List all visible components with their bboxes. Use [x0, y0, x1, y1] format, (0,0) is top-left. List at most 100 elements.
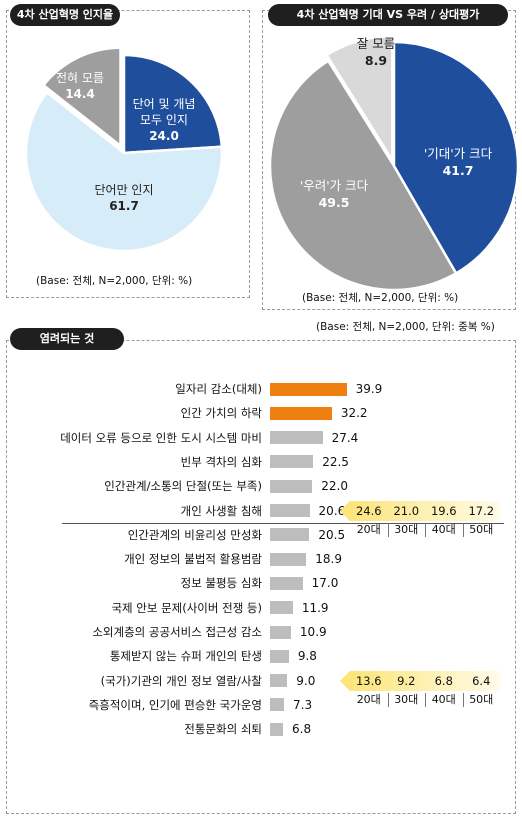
bar-category-label: 인간 가치의 하락 — [180, 406, 262, 421]
bar-mark — [270, 479, 313, 493]
pie1-slice-value-1: 24.0 — [149, 129, 179, 143]
age-breakdown-value: 21.0 — [393, 503, 420, 518]
pie1-slice-label-2: 단어만 인지 — [94, 183, 153, 197]
pie2-slice-value-3: 8.9 — [365, 53, 387, 68]
age-group-label: 50대 — [469, 692, 494, 706]
expectation-base-note: (Base: 전체, N=2,000, 단위: %) — [302, 292, 459, 304]
bar-category-label: 개인 정보의 불법적 활용범람 — [124, 552, 262, 567]
bar-value-label: 22.0 — [321, 479, 348, 494]
pie1-slice-value-2: 61.7 — [109, 199, 139, 213]
bar-value-label: 7.3 — [293, 697, 313, 712]
awareness-panel — [6, 10, 250, 298]
awareness-base-note: (Base: 전체, N=2,000, 단위: %) — [36, 275, 193, 287]
bar-value-label: 20.5 — [318, 527, 346, 542]
expectation-title: 4차 산업혁명 기대 VS 우려 / 상대평가 — [268, 4, 508, 26]
bar-mark — [270, 528, 310, 542]
bar-value-label: 9.8 — [297, 649, 317, 664]
bar-value-label: 27.4 — [331, 430, 359, 445]
bar-category-label: 전통문화의 쇠퇴 — [184, 722, 262, 737]
bar-category-label: 즉흥적이며, 인기에 편승한 국가운영 — [88, 697, 262, 712]
concerns-base-note: (Base: 전체, N=2,000, 단위: 중복 %) — [316, 321, 495, 333]
bar-mark — [270, 722, 284, 736]
bar-category-label: 정보 불평등 심화 — [180, 576, 262, 591]
age-breakdown-arrow — [340, 500, 350, 521]
bar-category-label: 국제 안보 문제(사이버 전쟁 등) — [111, 600, 262, 615]
bar-value-label: 32.2 — [340, 406, 368, 421]
age-group-label: 30대 — [394, 522, 419, 536]
age-group-label: 20대 — [356, 692, 381, 706]
pie2-slice-3 — [324, 34, 394, 165]
bar-category-label: 인간관계/소통의 단절(또는 부족) — [104, 479, 262, 494]
age-breakdown-value: 6.4 — [472, 673, 491, 688]
bar-category-label: 일자리 감소(대체) — [175, 382, 262, 396]
age-breakdown-value: 24.6 — [355, 503, 382, 518]
bar-mark — [270, 455, 314, 469]
age-breakdown-box — [350, 670, 500, 691]
pie1-slice-value-3: 14.4 — [65, 87, 95, 101]
bar-mark — [270, 504, 310, 517]
pie2-slice-value-2: 49.5 — [319, 195, 350, 210]
bar-category-label: 통제받지 않는 슈퍼 개인의 탄생 — [109, 649, 262, 664]
age-group-separator — [387, 522, 389, 537]
pie1-slice-label-3: 전혀 모름 — [56, 71, 104, 85]
age-group-separator — [462, 692, 464, 707]
concerns-panel — [6, 340, 516, 814]
pie1-slice-3 — [41, 46, 122, 149]
age-breakdown-value: 6.8 — [434, 673, 453, 688]
bar-category-label: 데이터 오류 등으로 인한 도시 시스템 마비 — [60, 430, 262, 445]
pie2-slice-label-1: '기대'가 크다 — [424, 146, 493, 161]
bar-value-label: 6.8 — [292, 722, 312, 737]
bar-mark — [270, 552, 307, 566]
age-group-label: 40대 — [431, 522, 456, 536]
age-group-separator — [462, 522, 464, 537]
pie2-slice-value-1: 41.7 — [443, 163, 474, 178]
bar-category-label: 빈부 격차의 심화 — [180, 454, 262, 469]
bar-mark — [270, 406, 332, 420]
bar-category-label: 개인 사생활 침해 — [180, 503, 262, 518]
pie2-slice-label-3: 잘 모름 — [357, 36, 395, 51]
bar-category-label: 소외계층의 공공서비스 접근성 감소 — [92, 625, 262, 639]
bar-mark — [270, 576, 303, 590]
bar-value-label: 39.9 — [355, 382, 383, 396]
age-group-label: 30대 — [394, 692, 419, 706]
bar-value-label: 20.6 — [318, 503, 346, 518]
age-breakdown-arrow — [340, 670, 350, 691]
bar-mark — [270, 625, 291, 639]
age-breakdown-value: 17.2 — [468, 503, 495, 518]
bar-value-label: 10.9 — [299, 625, 327, 639]
age-group-label: 50대 — [469, 522, 494, 536]
pie1-slice-label-1: 단어 및 개념 — [133, 97, 196, 111]
concerns-title: 염려되는 것 — [10, 328, 124, 350]
group-divider — [62, 522, 504, 524]
age-group-separator — [425, 522, 426, 537]
age-group-separator — [425, 692, 426, 707]
age-breakdown-box — [350, 500, 500, 521]
bar-value-label: 17.0 — [311, 576, 339, 591]
bar-value-label: 18.9 — [315, 552, 342, 567]
pie2-slice-2 — [268, 59, 458, 292]
bar-category-label: 인간관계의 비윤리성 만성화 — [127, 527, 262, 542]
awareness-title: 4차 산업혁명 인지율 — [10, 4, 120, 26]
expectation-pie-chart: '기대'가 크다 41.7 '우려'가 크다 49.5 잘 모름 8.9 — [268, 34, 520, 292]
pie1-slice-label-1: 모두 인지 — [140, 113, 188, 127]
bar-mark — [270, 382, 347, 396]
pie1-slice-2 — [24, 90, 224, 253]
bar-mark — [270, 431, 323, 445]
bar-value-label: 9.0 — [296, 673, 316, 688]
bar-mark — [270, 601, 293, 615]
age-group-separator — [387, 692, 389, 707]
age-breakdown-value: 13.6 — [355, 673, 382, 688]
age-group-label: 40대 — [431, 692, 456, 706]
bar-mark — [270, 698, 285, 712]
pie2-slice-label-2: '우려'가 크다 — [300, 178, 369, 193]
bar-value-label: 22.5 — [322, 454, 349, 469]
bar-mark — [270, 674, 288, 688]
bar-category-label: (국가)기관의 개인 정보 열람/사찰 — [100, 673, 262, 688]
pie2-slice-1 — [392, 40, 520, 276]
age-breakdown-value: 9.2 — [397, 673, 416, 688]
pie1-slice-1 — [122, 53, 224, 155]
age-group-label: 20대 — [356, 522, 381, 536]
bar-value-label: 11.9 — [301, 600, 329, 615]
